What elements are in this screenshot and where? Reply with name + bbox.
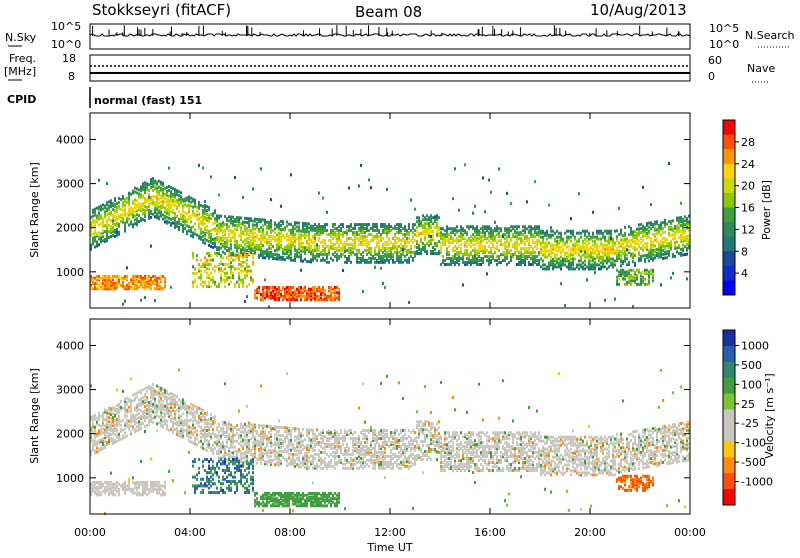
- x-tick-label: 00:00: [74, 526, 106, 539]
- x-tick-label: 04:00: [174, 526, 206, 539]
- colorbar-tick: 100: [741, 378, 762, 391]
- y-tick-label: 3000: [56, 384, 84, 397]
- cpid-label: CPID: [7, 93, 36, 106]
- nsky-panel: N.Sky 10^5 10^0 10^5 10^0 N.Search: [5, 20, 795, 51]
- power-panel: 4000 3000 2000 1000 Slant Range [km]: [28, 113, 690, 308]
- colorbar-swatch: [723, 489, 735, 505]
- colorbar-swatch: [723, 193, 735, 208]
- freq-panel: Freq. [MHz] 18 8 60 0 Nave: [4, 52, 775, 83]
- beam-title: Beam 08: [355, 3, 422, 21]
- x-tick-label: 20:00: [574, 526, 606, 539]
- power-colorbar-label: Power [dB]: [760, 180, 773, 240]
- colorbar-tick: 20: [741, 180, 755, 193]
- colorbar-swatch: [723, 425, 735, 441]
- nave-tick-bottom: 0: [708, 70, 715, 83]
- x-tick-label: 16:00: [474, 526, 506, 539]
- colorbar-swatch: [723, 208, 735, 223]
- nave-tick-top: 60: [708, 54, 722, 67]
- colorbar-tick: 1000: [741, 339, 769, 352]
- y-tick-label: 2000: [56, 428, 84, 441]
- colorbar-swatch: [723, 237, 735, 252]
- colorbar-tick: 500: [741, 359, 762, 372]
- y-tick-label: 3000: [56, 178, 84, 191]
- velocity-heatmap: [90, 368, 690, 515]
- freq-label-2: [MHz]: [4, 65, 36, 78]
- colorbar-swatch: [723, 378, 735, 394]
- y-tick-label: 4000: [56, 339, 84, 352]
- freq-tick-top: 18: [62, 52, 76, 65]
- colorbar-swatch: [723, 266, 735, 281]
- colorbar-tick: 28: [741, 136, 755, 149]
- velocity-y-label: Slant Range [km]: [28, 368, 41, 464]
- colorbar-swatch: [723, 394, 735, 410]
- y-tick-label: 1000: [56, 266, 84, 279]
- colorbar-swatch: [723, 362, 735, 378]
- colorbar-tick: -1000: [741, 476, 773, 489]
- x-tick-label: 08:00: [274, 526, 306, 539]
- power-heatmap: [90, 162, 690, 308]
- colorbar-swatch: [723, 346, 735, 362]
- date-title: 10/Aug/2013: [590, 1, 687, 19]
- colorbar-swatch: [723, 149, 735, 164]
- colorbar-swatch: [723, 330, 735, 346]
- nsearch-tick-top: 10^5: [709, 22, 739, 35]
- colorbar-swatch: [723, 251, 735, 266]
- station-title: Stokkseyri (fitACF): [92, 1, 231, 19]
- velocity-colorbar-label: Velocity [m s⁻¹]: [763, 373, 776, 458]
- nsearch-tick-bottom: 10^0: [709, 38, 739, 51]
- colorbar-swatch: [723, 280, 735, 295]
- cpid-value: normal (fast) 151: [94, 94, 202, 107]
- colorbar-swatch: [723, 473, 735, 489]
- nsky-tick-top: 10^5: [51, 20, 81, 33]
- colorbar-swatch: [723, 135, 735, 150]
- y-tick-label: 1000: [56, 472, 84, 485]
- x-label: Time UT: [366, 541, 412, 554]
- colorbar-swatch: [723, 410, 735, 426]
- colorbar-swatch: [723, 120, 735, 135]
- colorbar-tick: 12: [741, 223, 755, 236]
- colorbar-swatch: [723, 441, 735, 457]
- colorbar-swatch: [723, 178, 735, 193]
- nsearch-label: N.Search: [745, 29, 795, 42]
- velocity-panel: 4000 3000 2000 1000 Slant Range [km]: [28, 319, 690, 515]
- colorbar-swatch: [723, 457, 735, 473]
- colorbar-tick: 25: [741, 398, 755, 411]
- nave-label: Nave: [747, 62, 775, 75]
- x-tick-label: 12:00: [374, 526, 406, 539]
- colorbar-tick: 16: [741, 202, 755, 215]
- colorbar-tick: 8: [741, 245, 748, 258]
- y-tick-label: 2000: [56, 222, 84, 235]
- colorbar-swatch: [723, 164, 735, 179]
- nsky-label: N.Sky: [5, 31, 37, 44]
- colorbar-swatch: [723, 222, 735, 237]
- colorbar-tick: 24: [741, 158, 755, 171]
- x-tick-label: 00:00: [674, 526, 706, 539]
- freq-tick-bottom: 8: [68, 70, 75, 83]
- colorbar-tick: -25: [741, 417, 759, 430]
- power-colorbar: 28 24 20 16 12 8 4: [723, 120, 755, 296]
- nsky-series: [90, 34, 690, 36]
- colorbar-tick: 4: [741, 267, 748, 280]
- power-y-label: Slant Range [km]: [28, 162, 41, 258]
- nsky-tick-bottom: 10^0: [51, 38, 81, 51]
- y-tick-label: 4000: [56, 133, 84, 146]
- freq-label-1: Freq.: [9, 52, 36, 65]
